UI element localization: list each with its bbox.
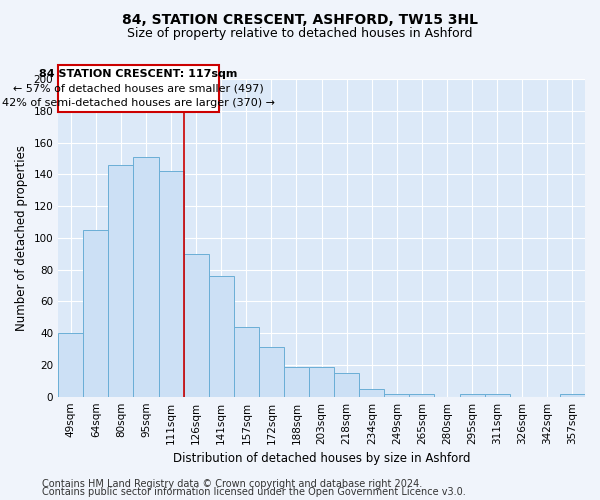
Bar [485, 394, 510, 396]
Text: 42% of semi-detached houses are larger (370) →: 42% of semi-detached houses are larger (… [2, 98, 275, 108]
Bar [158, 171, 184, 396]
Bar [259, 348, 284, 397]
Bar [309, 366, 334, 396]
Bar [334, 373, 359, 396]
Y-axis label: Number of detached properties: Number of detached properties [15, 145, 28, 331]
Bar [109, 165, 133, 396]
Bar [409, 394, 434, 396]
Bar [184, 254, 209, 396]
Text: 84, STATION CRESCENT, ASHFORD, TW15 3HL: 84, STATION CRESCENT, ASHFORD, TW15 3HL [122, 12, 478, 26]
Bar [234, 327, 259, 396]
Bar [284, 366, 309, 396]
Bar [209, 276, 234, 396]
Bar [133, 157, 158, 396]
X-axis label: Distribution of detached houses by size in Ashford: Distribution of detached houses by size … [173, 452, 470, 465]
Text: Contains public sector information licensed under the Open Government Licence v3: Contains public sector information licen… [42, 487, 466, 497]
Text: ← 57% of detached houses are smaller (497): ← 57% of detached houses are smaller (49… [13, 84, 264, 94]
Text: 84 STATION CRESCENT: 117sqm: 84 STATION CRESCENT: 117sqm [40, 69, 238, 79]
Bar [83, 230, 109, 396]
Bar [359, 388, 385, 396]
Text: Contains HM Land Registry data © Crown copyright and database right 2024.: Contains HM Land Registry data © Crown c… [42, 479, 422, 489]
Bar [58, 333, 83, 396]
FancyBboxPatch shape [58, 64, 219, 112]
Text: Size of property relative to detached houses in Ashford: Size of property relative to detached ho… [127, 28, 473, 40]
Bar [385, 394, 409, 396]
Bar [460, 394, 485, 396]
Bar [560, 394, 585, 396]
